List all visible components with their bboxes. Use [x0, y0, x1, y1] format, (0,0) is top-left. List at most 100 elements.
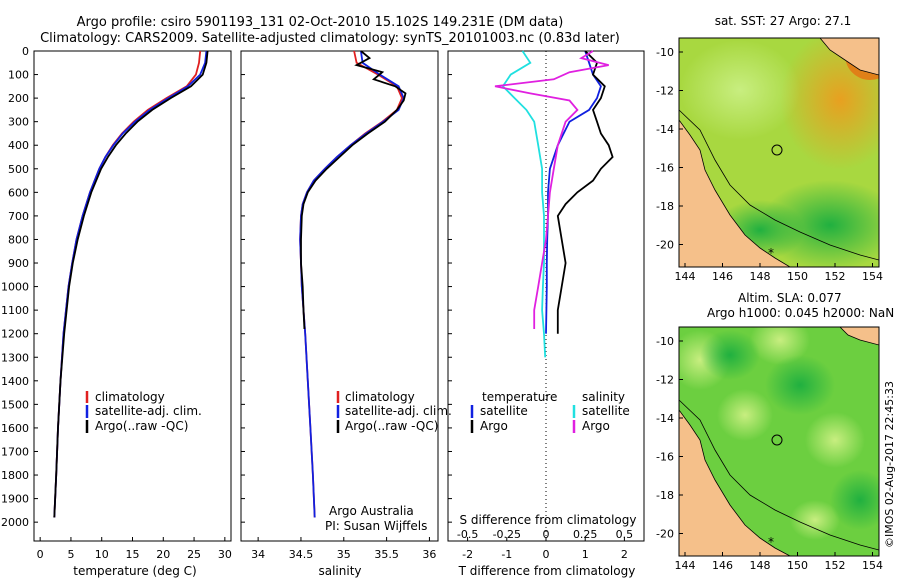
map-bottom-argo-marker	[771, 434, 783, 446]
legend-climatology-label: climatology	[95, 390, 165, 404]
sal-legend: climatology satellite-adj. clim. Argo(..…	[336, 390, 452, 433]
temp-x-tick-label: 5	[67, 548, 74, 561]
map-y-tick-label: -14	[656, 412, 674, 425]
sal-panel	[240, 50, 439, 542]
legend-sal-argo-label: Argo	[582, 419, 610, 433]
diff-series-2	[501, 50, 547, 358]
map-top-contour	[679, 109, 879, 261]
map-x-tick-label: 146	[712, 270, 733, 283]
diff-xlabel-top: S difference from climatology	[460, 513, 637, 527]
legend-satellite-label: satellite-adj. clim.	[345, 404, 452, 418]
map-x-tick-label: 148	[750, 559, 771, 572]
depth-tick-label: 900	[8, 257, 29, 270]
legend-temp-title: temperature	[482, 390, 557, 404]
diff-top-tick-label: 0.5	[616, 528, 634, 541]
map-y-tick-label: -12	[656, 374, 674, 387]
temp-x-tick-label: 0	[37, 548, 44, 561]
diff-bottom-tick-label: -1	[501, 548, 512, 561]
map-top-light-patch	[680, 40, 800, 140]
map-x-tick-label: 150	[787, 559, 808, 572]
map-x-tick-label: 146	[712, 559, 733, 572]
diff-bottom-tick-label: 0	[543, 548, 550, 561]
diff-bottom-tick-label: -2	[462, 548, 473, 561]
sal-xlabel: salinity	[318, 564, 361, 578]
diff-series-1	[556, 50, 614, 334]
map-bottom-title-1: Altim. SLA: 0.077	[738, 291, 842, 305]
legend-climatology-label: climatology	[345, 390, 415, 404]
map-y-tick-label: -10	[656, 46, 674, 59]
legend-satellite-label: satellite-adj. clim.	[95, 404, 202, 418]
map-x-tick-label: 154	[862, 559, 883, 572]
sal-note-2: PI: Susan Wijffels	[325, 519, 427, 533]
depth-tick-label: 1200	[1, 328, 29, 341]
legend-temp-argo-label: Argo	[480, 419, 508, 433]
sal-x-tick-label: 35.5	[374, 548, 399, 561]
map-y-tick-label: -10	[656, 335, 674, 348]
map-bottom-light-patch	[717, 389, 773, 441]
sal-note-1: Argo Australia	[329, 504, 414, 518]
depth-tick-label: 1300	[1, 351, 29, 364]
title-line-2: Climatology: CARS2009. Satellite-adjuste…	[40, 31, 620, 46]
map-y-tick-label: -18	[656, 489, 674, 502]
map-y-tick-label: -20	[656, 528, 674, 541]
diff-top-tick-label: -0.25	[493, 528, 521, 541]
diff-legend: temperature salinity satellite Argo sate…	[470, 390, 630, 433]
map-top-argo-marker	[771, 144, 783, 156]
depth-tick-label: 1400	[1, 375, 29, 388]
sal-series-2	[300, 50, 407, 330]
map-y-tick-label: -18	[656, 200, 674, 213]
map-top-title: sat. SST: 27 Argo: 27.1	[715, 14, 852, 28]
diff-series-3	[494, 50, 609, 329]
temp-x-tick-label: 30	[218, 548, 232, 561]
map-x-tick-label: 152	[825, 270, 846, 283]
map-x-tick-label: 150	[787, 270, 808, 283]
legend-argo-label: Argo(..raw -QC)	[345, 419, 438, 433]
map-x-tick-label: 152	[825, 559, 846, 572]
diff-bottom-tick-label: 2	[621, 548, 628, 561]
map-top-land	[819, 38, 879, 76]
map-y-tick-label: -20	[656, 239, 674, 252]
depth-tick-label: 1000	[1, 281, 29, 294]
map-top-float-star: *	[768, 246, 774, 260]
map-x-tick-label: 144	[675, 270, 696, 283]
temp-xlabel: temperature (deg C)	[73, 564, 196, 578]
map-top-frame	[678, 37, 880, 268]
depth-tick-label: 1900	[1, 493, 29, 506]
sal-x-tick-label: 35	[337, 548, 351, 561]
depth-tick-label: 100	[8, 69, 29, 82]
map-x-tick-label: 154	[862, 270, 883, 283]
side-label: ©IMOS 02-Aug-2017 22:45:33	[883, 381, 896, 548]
diff-top-tick-label: 0.25	[573, 528, 598, 541]
depth-tick-label: 2000	[1, 516, 29, 529]
temp-x-tick-label: 20	[156, 548, 170, 561]
depth-tick-label: 1700	[1, 445, 29, 458]
map-bottom-land	[839, 327, 879, 346]
map-bottom-cool-patch	[700, 330, 760, 380]
map-bottom-light-patch	[790, 500, 840, 540]
depth-tick-label: 700	[8, 210, 29, 223]
map-bottom-cool-patch	[765, 355, 835, 415]
map-bottom-contour	[679, 399, 879, 551]
depth-tick-label: 0	[22, 45, 29, 58]
map-bottom-title-2: Argo h1000: 0.045 h2000: NaN	[707, 306, 894, 320]
map-bottom-light-patch	[805, 412, 865, 468]
map-top: *	[679, 38, 879, 267]
map-y-tick-label: -16	[656, 162, 674, 175]
map-x-tick-label: 144	[675, 559, 696, 572]
depth-tick-label: 300	[8, 116, 29, 129]
map-top-land	[679, 119, 791, 267]
sal-series-1	[299, 50, 405, 518]
temp-x-tick-label: 15	[126, 548, 140, 561]
temp-legend: climatology satellite-adj. clim. Argo(..…	[85, 390, 202, 433]
legend-argo-label: Argo(..raw -QC)	[95, 419, 188, 433]
map-y-tick-label: -14	[656, 123, 674, 136]
map-x-tick-label: 148	[750, 270, 771, 283]
legend-temp-satellite-label: satellite	[480, 404, 528, 418]
depth-tick-label: 500	[8, 163, 29, 176]
temp-series-2	[53, 50, 209, 518]
temp-x-tick-label: 25	[187, 548, 201, 561]
depth-tick-label: 1100	[1, 304, 29, 317]
depth-tick-label: 1600	[1, 422, 29, 435]
depth-tick-label: 1500	[1, 398, 29, 411]
diff-series-0	[545, 50, 602, 334]
